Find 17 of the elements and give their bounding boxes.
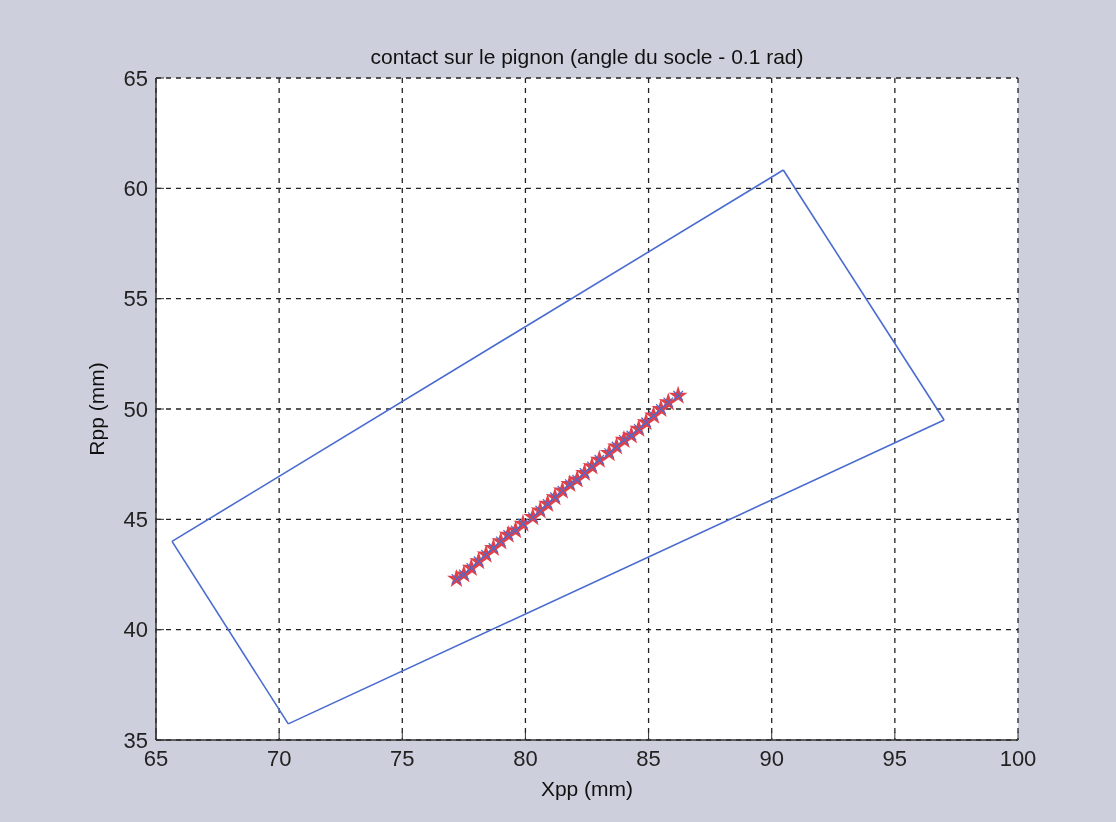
x-tick-label: 80 (513, 746, 538, 771)
y-tick-label: 45 (123, 507, 148, 533)
y-axis-title: Rpp (mm) (85, 362, 108, 456)
y-tick-label: 40 (123, 617, 148, 643)
x-tick-label: 70 (266, 746, 292, 771)
y-tick-label: 65 (123, 65, 148, 91)
x-axis-title: Xpp (mm) (540, 777, 634, 800)
y-tick-label: 55 (123, 286, 148, 312)
chart-title: contact sur le pignon (angle du socle - 0.1 rad) (370, 45, 804, 68)
x-tick-label: 90 (759, 746, 784, 771)
x-tick-label: 85 (636, 746, 661, 771)
x-tick-label: 100 (999, 746, 1037, 771)
y-tick-label: 50 (123, 396, 148, 422)
x-tick-label: 75 (390, 746, 415, 771)
y-tick-label: 35 (123, 727, 148, 753)
y-tick-label: 60 (123, 176, 148, 202)
x-tick-label: 95 (882, 746, 908, 771)
